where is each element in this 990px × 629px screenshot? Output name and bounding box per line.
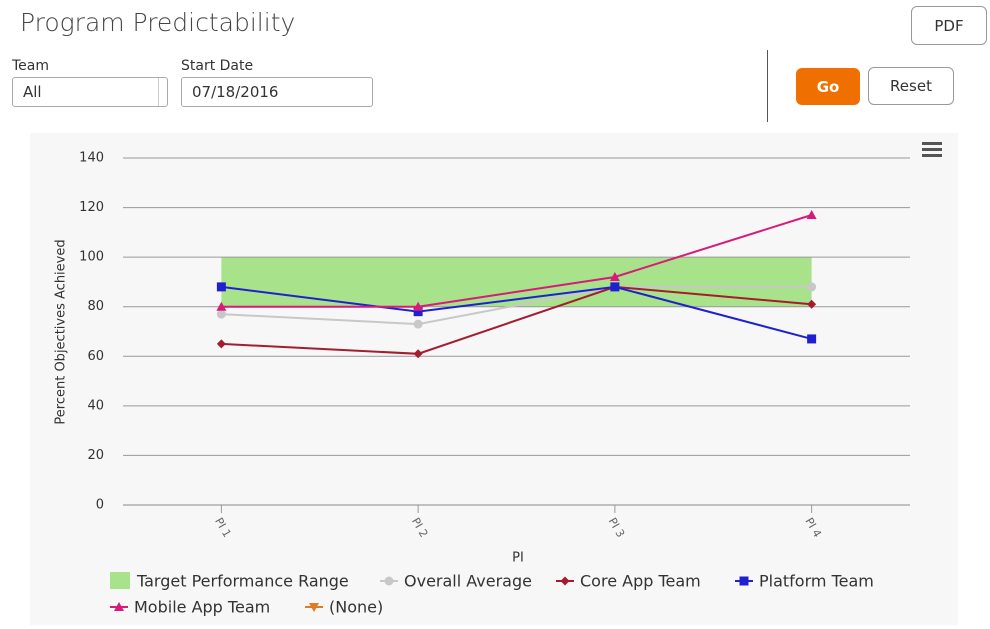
y-tick-label: 80 (87, 299, 104, 314)
team-value: All (23, 83, 42, 101)
legend-label: Core App Team (580, 572, 701, 591)
go-button[interactable]: Go (796, 68, 860, 105)
start-date-label: Start Date (181, 58, 254, 74)
marker (610, 282, 620, 292)
select-arrow (158, 78, 167, 106)
start-date-value: 07/18/2016 (192, 83, 279, 101)
marker (216, 309, 226, 319)
legend-label: Overall Average (404, 572, 532, 591)
series-line (221, 214, 812, 308)
marker (560, 576, 570, 586)
menu-icon[interactable] (922, 142, 942, 157)
marker (806, 210, 817, 220)
marker (413, 319, 423, 329)
y-tick-label: 120 (79, 200, 104, 215)
start-date-input[interactable]: 07/18/2016 (181, 77, 373, 107)
y-tick-label: 100 (79, 250, 104, 265)
marker (739, 576, 749, 586)
y-axis-label: Percent Objectives Achieved (54, 239, 69, 424)
legend-label: Mobile App Team (134, 598, 270, 617)
x-axis-label: PI (512, 551, 524, 566)
marker (413, 307, 423, 317)
team-select[interactable]: All (12, 77, 168, 107)
marker (309, 603, 319, 612)
marker (216, 301, 227, 311)
marker (216, 339, 226, 349)
y-tick-label: 20 (87, 448, 104, 463)
marker (413, 301, 424, 311)
y-tick-label: 0 (96, 498, 104, 513)
marker (413, 349, 423, 359)
y-tick-label: 40 (87, 398, 104, 413)
y-tick-label: 60 (87, 349, 104, 364)
y-tick-label: 140 (79, 151, 104, 166)
page-title: Program Predictability (20, 8, 296, 37)
series-line (221, 285, 812, 326)
series-line (221, 285, 812, 340)
separator (767, 50, 768, 122)
reset-button[interactable]: Reset (868, 67, 954, 105)
series-line (221, 285, 812, 355)
team-label: Team (12, 58, 50, 74)
legend-label: Platform Team (759, 572, 874, 591)
marker (114, 602, 124, 611)
legend-label: (None) (329, 598, 383, 617)
marker (807, 282, 817, 292)
marker (807, 334, 817, 344)
legend-label: Target Performance Range (136, 572, 349, 591)
marker (807, 299, 817, 309)
chart-background (30, 133, 958, 625)
pdf-button[interactable]: PDF (911, 6, 987, 45)
marker (384, 576, 394, 586)
marker (216, 282, 226, 292)
legend-swatch (110, 572, 130, 589)
marker (609, 271, 620, 281)
